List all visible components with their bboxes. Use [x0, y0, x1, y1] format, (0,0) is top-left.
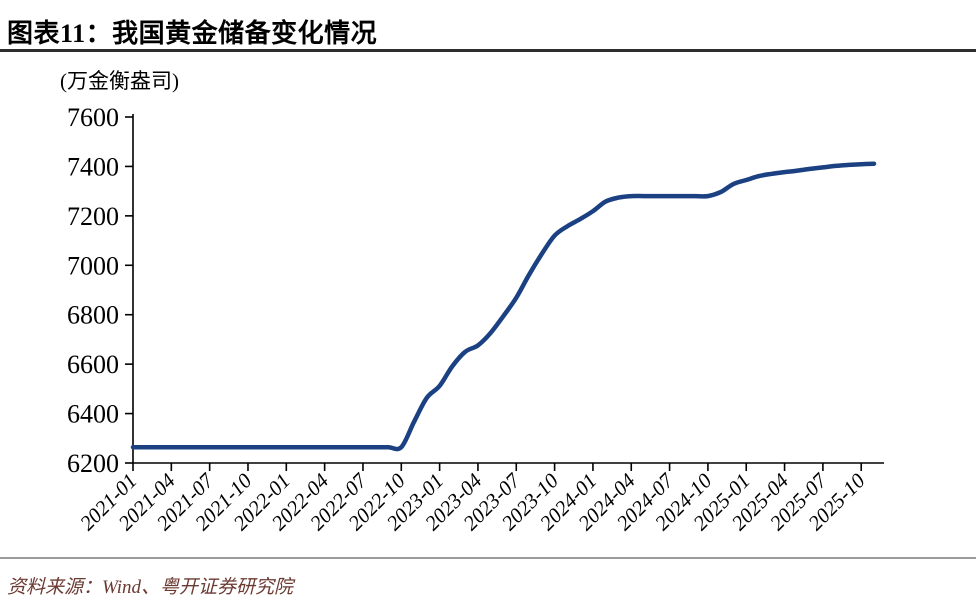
y-tick-label: 6200 [67, 449, 119, 478]
footer-divider [0, 557, 976, 559]
y-tick-label: 6600 [67, 350, 119, 379]
y-tick-label: 7000 [67, 251, 119, 280]
y-tick-label: 6400 [67, 400, 119, 429]
y-tick-label: 7600 [67, 103, 119, 132]
gold-reserves-series-line [130, 161, 877, 452]
source-note: 资料来源：Wind、粤开证券研究院 [7, 577, 294, 598]
y-tick-label: 7400 [67, 152, 119, 181]
axes [132, 114, 884, 464]
y-tick-label: 7200 [67, 202, 119, 231]
y-tick-label: 6800 [67, 301, 119, 330]
title-divider [0, 49, 976, 52]
gold-reserves-line-chart: 620064006600680070007200740076002021-012… [67, 103, 884, 535]
figure-title: 图表11：我国黄金储备变化情况 [7, 19, 378, 48]
y-axis-unit-label: (万金衡盎司) [60, 69, 179, 93]
